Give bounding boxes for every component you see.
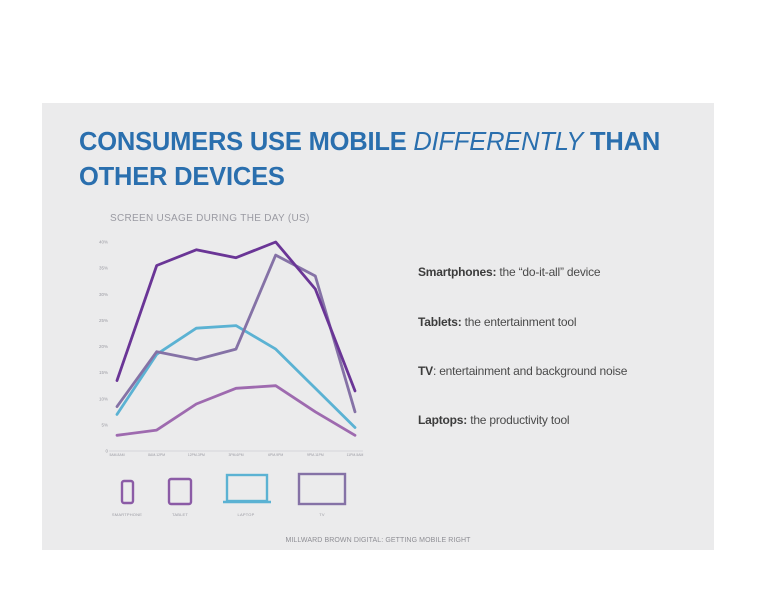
x-tick-label: 12PM-3PM — [188, 453, 205, 457]
slide-title: CONSUMERS USE MOBILE DIFFERENTLY THAN OT… — [79, 125, 709, 195]
x-tick-label: 8AM-12PM — [148, 453, 165, 457]
title-part-2: THAN OTHER DEVICES — [79, 128, 661, 191]
y-tick-label: 10% — [99, 396, 108, 401]
series-line-laptop — [115, 324, 357, 429]
description-text: the entertainment tool — [461, 315, 577, 329]
device-label-smartphone: SMARTPHONE — [111, 512, 143, 517]
tablet-icon — [167, 477, 193, 506]
y-tick-label: 35% — [99, 266, 108, 271]
slide: CONSUMERS USE MOBILE DIFFERENTLY THAN OT… — [42, 103, 714, 550]
device-label-tablet: TABLET — [171, 512, 189, 517]
smartphone-icon — [120, 479, 135, 505]
x-tick-label: 3PM-6PM — [228, 453, 243, 457]
description-tv: TV: entertainment and background noise — [418, 364, 627, 378]
description-tablets: Tablets: the entertainment tool — [418, 315, 577, 329]
x-tick-label: 9PM-11PM — [307, 453, 324, 457]
description-term: Tablets: — [418, 315, 462, 329]
description-smartphones: Smartphones: the “do-it-all” device — [418, 265, 601, 279]
y-tick-label: 0 — [105, 449, 108, 454]
y-tick-label: 15% — [99, 370, 108, 375]
y-tick-label: 25% — [99, 318, 108, 323]
chart-title: SCREEN USAGE DURING THE DAY (US) — [110, 213, 310, 224]
y-tick-label: 20% — [99, 344, 108, 349]
tv-icon — [297, 472, 347, 506]
y-tick-label: 5% — [101, 422, 108, 427]
x-tick-label: 11PM-5AM — [347, 453, 364, 457]
laptop-icon — [225, 473, 269, 503]
series-line-tv — [115, 384, 357, 437]
description-text: the “do-it-all” device — [496, 265, 601, 279]
y-tick-label: 40% — [99, 240, 108, 245]
source-note: MILLWARD BROWN DIGITAL: GETTING MOBILE R… — [285, 537, 471, 544]
x-tick-label: 6PM-9PM — [268, 453, 283, 457]
x-tick-label: 5AM-8AM — [109, 453, 124, 457]
series-line-smartphone — [115, 240, 357, 393]
description-term: Smartphones: — [418, 265, 497, 279]
device-label-tv: TV — [319, 512, 325, 517]
title-emphasis: DIFFERENTLY — [413, 128, 584, 156]
y-tick-label: 30% — [99, 292, 108, 297]
device-label-laptop: LAPTOP — [237, 512, 255, 517]
description-term: Laptops: — [418, 413, 468, 427]
description-text: the productivity tool — [467, 413, 570, 427]
description-text: : entertainment and background noise — [432, 364, 628, 378]
description-term: TV — [418, 364, 433, 378]
description-laptops: Laptops: the productivity tool — [418, 413, 570, 427]
screen-usage-chart: 0 5% 10% 15% 20% 25% 30% 35% 40% 5AM-8AM 8AM-12PM 1… — [99, 240, 364, 506]
series-line-tablet — [115, 253, 357, 414]
title-part-1: CONSUMERS USE MOBILE — [79, 128, 414, 156]
